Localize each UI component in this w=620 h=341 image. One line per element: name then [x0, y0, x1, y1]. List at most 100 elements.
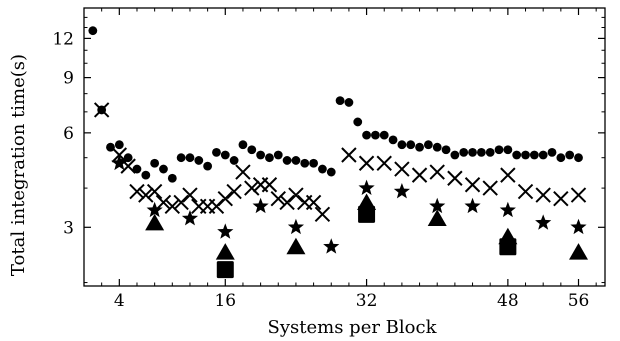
data-point-triangle: [286, 237, 306, 255]
data-point-circle: [423, 140, 433, 150]
data-point-star: [111, 154, 128, 171]
data-point-x: [217, 191, 233, 207]
data-point-circle: [167, 173, 177, 183]
data-point-triangle: [145, 213, 165, 231]
data-point-square: [358, 205, 376, 223]
data-point-x: [164, 198, 181, 215]
data-point-x: [394, 161, 410, 177]
data-point-square: [499, 238, 517, 256]
data-point-circle: [247, 145, 257, 155]
data-point-star: [535, 214, 552, 230]
data-point-circle: [88, 26, 98, 36]
data-point-x: [182, 187, 198, 203]
data-point-circle: [291, 156, 301, 165]
data-point-x: [341, 147, 357, 163]
data-point-circle: [459, 147, 469, 157]
data-point-x: [226, 183, 242, 200]
data-point-circle: [265, 153, 274, 163]
data-point-x: [376, 155, 392, 171]
data-point-circle: [556, 153, 566, 163]
data-point-circle: [388, 135, 398, 145]
data-point-circle: [194, 156, 204, 165]
data-point-circle: [150, 158, 160, 168]
data-point-star: [181, 210, 199, 226]
data-point-x: [93, 102, 110, 118]
data-point-circle: [432, 142, 442, 152]
x-axis-label: Systems per Block: [268, 317, 438, 338]
data-point-x: [270, 191, 286, 207]
data-point-x: [517, 183, 534, 200]
data-point-circle: [406, 140, 416, 150]
data-point-x: [129, 183, 145, 200]
data-point-star: [499, 201, 516, 218]
data-point-circle: [238, 140, 248, 150]
data-point-x: [411, 167, 428, 183]
x-tick-label: 4: [114, 291, 125, 311]
data-point-circle: [132, 164, 142, 174]
data-point-star: [323, 238, 340, 254]
x-tick-label: 56: [568, 291, 590, 311]
data-point-circle: [379, 130, 389, 140]
data-point-x: [261, 177, 278, 193]
data-point-triangle: [215, 243, 235, 260]
data-point-star: [358, 179, 375, 195]
data-point-circle: [185, 153, 195, 163]
data-point-x: [173, 194, 189, 211]
data-point-circle: [485, 147, 495, 157]
data-point-circle: [300, 158, 310, 168]
data-point-x: [235, 164, 251, 180]
data-point-circle: [141, 170, 151, 180]
data-point-circle: [450, 150, 460, 160]
data-point-x: [288, 187, 304, 203]
y-axis-label: Total integration time(s): [8, 54, 29, 276]
data-point-star: [252, 197, 269, 214]
data-point-triangle: [569, 243, 589, 260]
data-point-circle: [335, 96, 345, 106]
data-point-circle: [282, 156, 292, 165]
data-point-circle: [476, 147, 486, 157]
data-point-circle: [203, 161, 213, 171]
data-point-circle: [220, 150, 230, 160]
data-point-circle: [344, 98, 354, 107]
data-point-x: [314, 206, 331, 223]
data-point-circle: [114, 140, 124, 150]
data-point-circle: [229, 156, 239, 165]
data-point-x: [553, 191, 569, 207]
data-point-circle: [309, 158, 318, 168]
data-point-x: [138, 187, 154, 203]
x-tick-label: 16: [214, 291, 236, 311]
data-point-x: [570, 187, 587, 203]
data-point-x: [482, 180, 498, 196]
data-point-circle: [326, 167, 336, 177]
data-point-x: [447, 170, 463, 186]
data-point-circle: [574, 153, 583, 163]
data-point-star: [429, 197, 446, 214]
y-tick-label: 12: [52, 29, 74, 49]
data-point-circle: [529, 150, 539, 160]
data-point-circle: [397, 140, 407, 150]
data-point-x: [146, 183, 163, 200]
data-point-star: [393, 183, 410, 199]
data-point-circle: [547, 147, 557, 157]
data-point-circle: [494, 145, 504, 155]
x-tick-label: 32: [356, 291, 378, 311]
plot-frame: [83, 7, 606, 287]
y-tick-label: 9: [63, 69, 74, 89]
data-point-x: [358, 155, 375, 171]
data-point-circle: [415, 142, 424, 152]
data-point-circle: [123, 153, 133, 163]
data-point-circle: [256, 150, 266, 160]
data-point-x: [535, 187, 551, 203]
data-point-star: [570, 218, 587, 235]
data-point-circle: [565, 150, 575, 160]
data-point-circle: [159, 164, 168, 174]
data-point-circle: [538, 150, 548, 160]
data-point-circle: [212, 147, 221, 157]
data-point-x: [305, 194, 322, 211]
data-point-circle: [512, 150, 522, 160]
y-tick-label: 6: [63, 124, 74, 144]
data-point-x: [464, 177, 481, 193]
y-tick-label: 3: [63, 218, 74, 238]
